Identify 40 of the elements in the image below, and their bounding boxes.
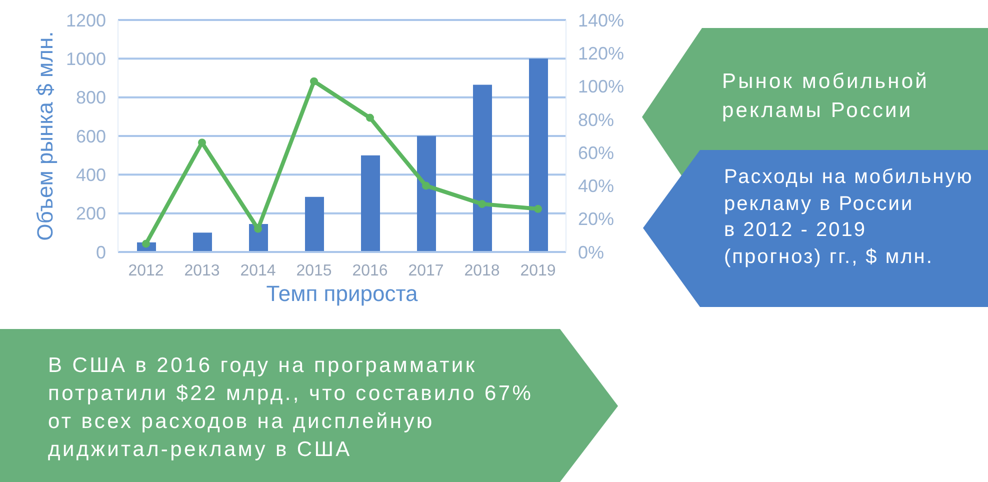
y2-tick-label: 20% [578,209,614,230]
point [366,114,374,122]
bar [473,84,492,252]
bar [417,136,436,252]
x-tick-label: 2014 [240,262,276,280]
y-tick-label: 800 [76,88,106,108]
y2-tick-label: 60% [578,142,614,163]
x-tick-label: 2012 [128,262,164,280]
x-tick-label: 2013 [184,262,220,280]
x-tick-label: 2016 [352,262,388,280]
x-tick-label: 2017 [408,262,444,280]
y2-tick-label: 120% [578,44,624,64]
point [478,200,486,208]
point [310,77,318,86]
point [198,138,206,147]
x-tick-label: 2018 [464,262,500,280]
y2-tick-label: 80% [578,110,614,130]
text: В США в 2016 году на программатик потратили $22 млрд., что составило 67% от всех расходов на дисплейную диджитал-рекламу в США [48,353,534,463]
y2-tick-label: 100% [578,76,624,97]
y-axis-title: Объем рынка $ млн. [32,31,58,241]
bar [305,196,324,252]
x-axis-title: Темп прироста [266,281,419,306]
y-tick-label: 600 [76,126,106,146]
bar [193,232,212,252]
y2-tick-label: 140% [578,10,624,30]
text: Рынок мобильной рекламы России [722,69,929,124]
y-tick-label: 400 [76,165,106,186]
y-tick-label: 1000 [66,49,106,70]
point [422,182,430,190]
y-tick-label: 0 [96,242,106,262]
bar [361,155,380,252]
text: Расходы на мобильную рекламу в России в 2012 - 2019 (прогноз) гг., $ млн. [724,165,974,270]
point [534,204,542,213]
bar [529,58,548,252]
y2-tick-label: 40% [578,176,614,196]
y-tick-label: 1200 [66,10,106,30]
y-tick-label: 200 [76,204,106,224]
y2-tick-label: 0% [578,242,604,262]
x-tick-label: 2015 [296,262,332,280]
x-tick-label: 2019 [520,262,556,280]
